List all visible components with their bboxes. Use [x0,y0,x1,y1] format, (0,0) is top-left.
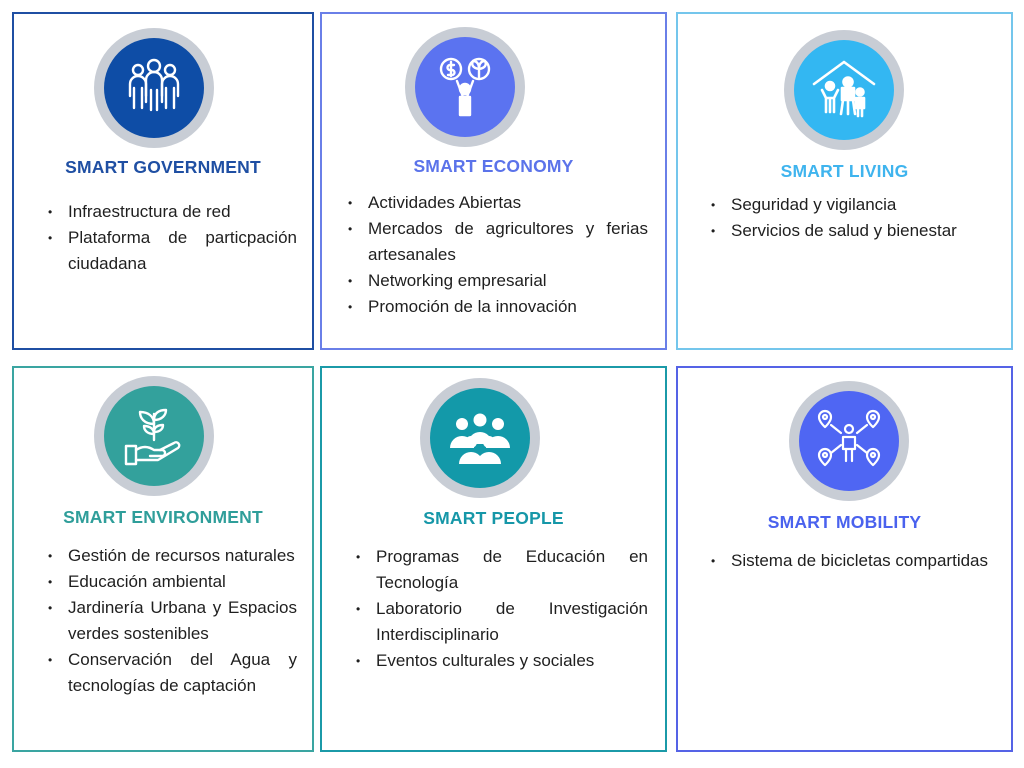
location-network-icon [817,409,881,467]
crowd-icon [450,413,510,464]
card-smart-environment: SMART ENVIRONMENT Gestión de recursos na… [12,366,314,752]
list-item: Educación ambiental [42,569,297,595]
badge-inner [104,386,204,486]
item-list: Seguridad y vigilancia Servicios de salu… [705,192,997,244]
card-title: SMART MOBILITY [767,512,922,532]
list-item: Gestión de recursos naturales [42,543,297,569]
list-item: Mercados de agricultores y ferias artesa… [342,216,648,268]
card-title: SMART GOVERNMENT [65,157,261,177]
list-item: Infraestructura de red [42,199,297,225]
item-list: Infraestructura de red Plataforma de par… [42,199,297,277]
card-title: SMART LIVING [780,161,909,181]
badge-inner [794,40,894,140]
list-item: Sistema de bicicletas compartidas [705,548,997,574]
card-title: SMART ENVIRONMENT [63,507,263,527]
list-item: Promoción de la innovación [342,294,648,320]
item-list: Programas de Educación en Tecnología Lab… [350,544,648,674]
list-item: Eventos culturales y sociales [350,648,648,674]
badge [94,28,214,148]
family-home-icon [812,60,876,118]
card-smart-people: SMART PEOPLE Programas de Educación en T… [320,366,667,752]
plant-hand-icon [124,408,181,466]
badge [405,27,525,147]
badge [94,376,214,496]
badge [420,378,540,498]
card-smart-living: SMART LIVING Seguridad y vigilancia Serv… [676,12,1013,350]
list-item: Seguridad y vigilancia [705,192,997,218]
badge-inner [104,38,204,138]
badge-inner [415,37,515,137]
list-item: Laboratorio de Investigación Interdiscip… [350,596,648,648]
list-item: Networking empresarial [342,268,648,294]
card-title: SMART ECONOMY [413,156,574,176]
badge [784,30,904,150]
people-group-icon [128,58,180,112]
list-item: Servicios de salud y bienestar [705,218,997,244]
badge-inner [430,388,530,488]
card-title: SMART PEOPLE [423,508,564,528]
card-smart-government: SMART GOVERNMENT Infraestructura de red … [12,12,314,350]
badge [789,381,909,501]
list-item: Plataforma de particpación ciudadana [42,225,297,277]
item-list: Sistema de bicicletas compartidas [705,548,997,574]
card-smart-mobility: SMART MOBILITY Sistema de bicicletas com… [676,366,1013,752]
list-item: Programas de Educación en Tecnología [350,544,648,596]
item-list: Actividades Abiertas Mercados de agricul… [342,190,648,320]
item-list: Gestión de recursos naturales Educación … [42,543,297,699]
list-item: Conservación del Agua y tecnologías de c… [42,647,297,699]
economy-growth-icon [439,57,491,117]
list-item: Jardinería Urbana y Espacios verdes sost… [42,595,297,647]
badge-inner [799,391,899,491]
list-item: Actividades Abiertas [342,190,648,216]
card-smart-economy: SMART ECONOMY Actividades Abiertas Merca… [320,12,667,350]
